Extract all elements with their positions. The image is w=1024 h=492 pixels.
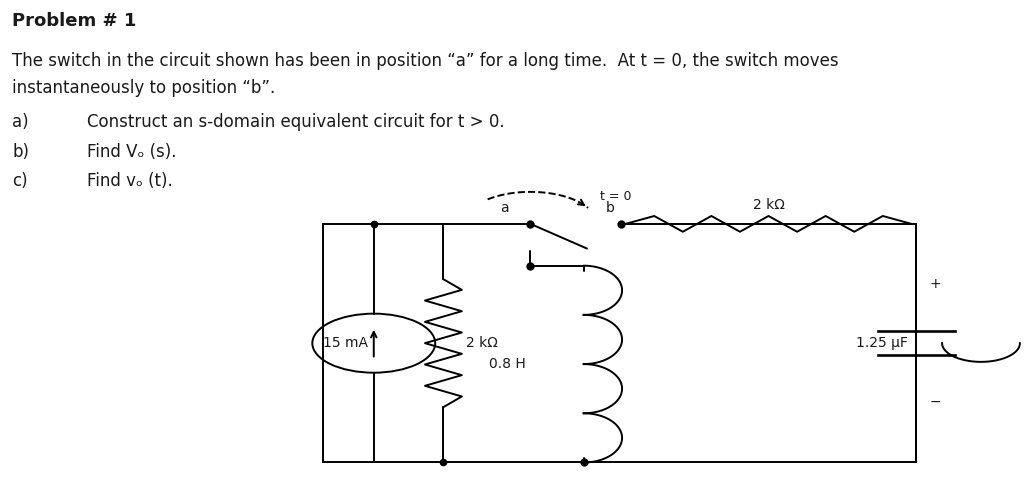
Text: 0.8 H: 0.8 H: [488, 357, 525, 371]
Text: 2 kΩ: 2 kΩ: [753, 198, 784, 212]
Text: b): b): [12, 143, 30, 161]
Text: +: +: [929, 277, 941, 291]
Text: 1.25 μF: 1.25 μF: [856, 336, 908, 350]
Text: t = 0: t = 0: [600, 190, 632, 204]
Text: a): a): [12, 113, 29, 131]
Text: 15 mA: 15 mA: [323, 336, 368, 350]
Text: instantaneously to position “b”.: instantaneously to position “b”.: [12, 79, 275, 97]
Text: Find Vₒ (s).: Find Vₒ (s).: [87, 143, 176, 161]
Text: Construct an s-domain equivalent circuit for t > 0.: Construct an s-domain equivalent circuit…: [87, 113, 505, 131]
Text: The switch in the circuit shown has been in position “a” for a long time.  At t : The switch in the circuit shown has been…: [12, 52, 839, 70]
Text: b: b: [606, 201, 614, 215]
Text: 2 kΩ: 2 kΩ: [466, 336, 498, 350]
Text: Find vₒ (t).: Find vₒ (t).: [87, 172, 173, 190]
Text: a: a: [501, 201, 509, 215]
Text: c): c): [12, 172, 28, 190]
Text: −: −: [929, 395, 941, 409]
Text: Problem # 1: Problem # 1: [12, 12, 136, 31]
